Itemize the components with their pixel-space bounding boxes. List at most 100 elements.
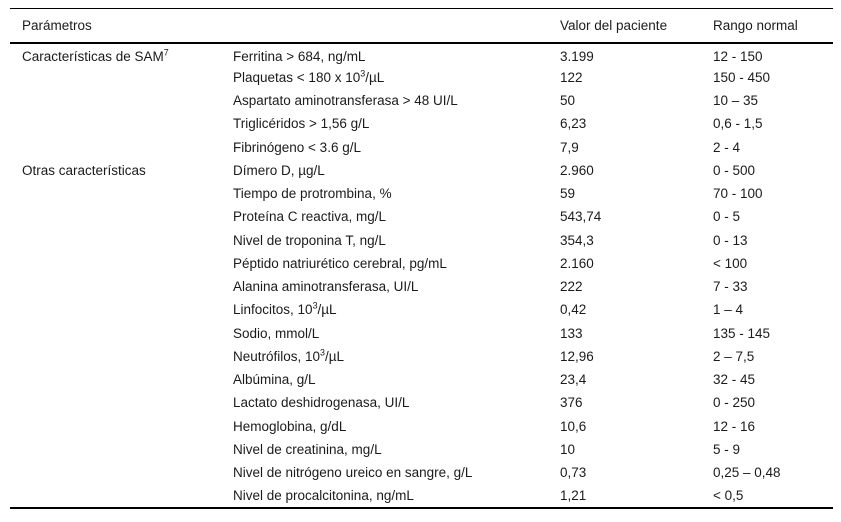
- header-normal-range: Rango normal: [713, 17, 798, 33]
- parameter-cell: Albúmina, g/L: [233, 372, 316, 388]
- patient-value-cell: 2.960: [560, 162, 594, 178]
- table-row: Alanina aminotransferasa, UI/L 222 7 - 3…: [10, 275, 833, 298]
- header-patient-value: Valor del paciente: [560, 17, 668, 33]
- patient-value-cell: 12,96: [560, 348, 594, 364]
- table-row: Triglicéridos > 1,56 g/L 6,23 0,6 - 1,5: [10, 112, 833, 135]
- group-cell: [10, 89, 233, 112]
- header-parameters: Parámetros: [22, 17, 92, 33]
- table-row: Nivel de nitrógeno ureico en sangre, g/L…: [10, 461, 833, 484]
- table-row: Péptido natriurético cerebral, pg/mL 2.1…: [10, 252, 833, 275]
- patient-value-cell: 50: [560, 93, 576, 109]
- group-cell: [10, 438, 233, 461]
- normal-range-cell: 1 – 4: [713, 302, 744, 318]
- group-cell: [10, 112, 233, 135]
- parameter-cell: Lactato deshidrogenasa, UI/L: [233, 395, 410, 411]
- normal-range-cell: 0,6 - 1,5: [713, 116, 763, 132]
- table-row: Aspartato aminotransferasa > 48 UI/L 50 …: [10, 89, 833, 112]
- table-row: Neutrófilos, 103/µL 12,96 2 – 7,5: [10, 345, 833, 368]
- table-row: Tiempo de protrombina, % 59 70 - 100: [10, 182, 833, 205]
- table-row: Sodio, mmol/L 133 135 - 145: [10, 322, 833, 345]
- group-cell: [10, 252, 233, 275]
- parameter-cell: Triglicéridos > 1,56 g/L: [233, 116, 370, 132]
- parameter-cell: Nivel de troponina T, ng/L: [233, 232, 386, 248]
- normal-range-cell: 5 - 9: [713, 441, 741, 457]
- table-row: Lactato deshidrogenasa, UI/L 376 0 - 250: [10, 391, 833, 414]
- table-row: Proteína C reactiva, mg/L 543,74 0 - 5: [10, 205, 833, 228]
- parameter-cell: Fibrinógeno < 3.6 g/L: [233, 139, 361, 155]
- parameter-cell: Alanina aminotransferasa, UI/L: [233, 279, 419, 295]
- group-cell: [10, 368, 233, 391]
- group-cell: [10, 229, 233, 252]
- patient-value-cell: 376: [560, 395, 583, 411]
- patient-value-cell: 7,9: [560, 139, 579, 155]
- normal-range-cell: 0 - 250: [713, 395, 756, 411]
- parameter-cell: Péptido natriurético cerebral, pg/mL: [233, 255, 447, 271]
- patient-value-cell: 222: [560, 279, 583, 295]
- group-cell: Otras características: [22, 162, 146, 178]
- normal-range-cell: 0 - 5: [713, 209, 741, 225]
- patient-value-cell: 10: [560, 441, 576, 457]
- parameter-cell: Nivel de creatinina, mg/L: [233, 441, 382, 457]
- group-cell: [10, 391, 233, 414]
- table-body: Características de SAM7 Ferritina > 684,…: [10, 43, 833, 508]
- patient-value-cell: 2.160: [560, 255, 594, 271]
- group-cell: [10, 136, 233, 159]
- group-cell: [10, 205, 233, 228]
- patient-value-cell: 3.199: [560, 48, 594, 64]
- normal-range-cell: 150 - 450: [713, 69, 771, 85]
- normal-range-cell: 12 - 16: [713, 418, 756, 434]
- patient-value-cell: 6,23: [560, 116, 587, 132]
- parameter-cell: Hemoglobina, g/dL: [233, 418, 347, 434]
- patient-value-cell: 543,74: [560, 209, 602, 225]
- normal-range-cell: 0,25 – 0,48: [713, 465, 781, 481]
- normal-range-cell: 0 - 500: [713, 162, 756, 178]
- parameters-table-container: Parámetros Valor del paciente Rango norm…: [10, 8, 833, 509]
- patient-value-cell: 133: [560, 325, 583, 341]
- normal-range-cell: 7 - 33: [713, 279, 748, 295]
- normal-range-cell: 2 - 4: [713, 139, 741, 155]
- parameter-cell: Proteína C reactiva, mg/L: [233, 209, 387, 225]
- patient-value-cell: 59: [560, 186, 576, 202]
- group-cell: [10, 415, 233, 438]
- header-row: Parámetros Valor del paciente Rango norm…: [10, 9, 833, 43]
- table-row: Hemoglobina, g/dL 10,6 12 - 16: [10, 415, 833, 438]
- parameter-cell: Dímero D, µg/L: [233, 162, 325, 178]
- normal-range-cell: 10 – 35: [713, 93, 759, 109]
- patient-value-cell: 0,42: [560, 302, 587, 318]
- group-cell: [10, 461, 233, 484]
- table-row: Características de SAM7 Ferritina > 684,…: [10, 43, 833, 66]
- parameters-table: Parámetros Valor del paciente Rango norm…: [10, 8, 833, 509]
- parameter-cell: Ferritina > 684, ng/mL: [233, 48, 366, 64]
- parameter-cell: Sodio, mmol/L: [233, 325, 320, 341]
- table-row: Nivel de creatinina, mg/L 10 5 - 9: [10, 438, 833, 461]
- normal-range-cell: 32 - 45: [713, 372, 756, 388]
- table-row: Plaquetas < 180 x 103/µL 122 150 - 450: [10, 66, 833, 89]
- patient-value-cell: 0,73: [560, 465, 587, 481]
- parameter-cell: Linfocitos, 103/µL: [233, 300, 337, 318]
- parameter-cell: Nivel de nitrógeno ureico en sangre, g/L: [233, 465, 473, 481]
- patient-value-cell: 354,3: [560, 232, 594, 248]
- table-row: Nivel de procalcitonina, ng/mL 1,21 < 0,…: [10, 484, 833, 507]
- table-row: Nivel de troponina T, ng/L 354,3 0 - 13: [10, 229, 833, 252]
- parameter-cell: Neutrófilos, 103/µL: [233, 347, 345, 364]
- group-cell: [10, 322, 233, 345]
- normal-range-cell: 135 - 145: [713, 325, 771, 341]
- normal-range-cell: 0 - 13: [713, 232, 748, 248]
- group-cell: [10, 298, 233, 321]
- normal-range-cell: < 0,5: [713, 487, 744, 503]
- normal-range-cell: 12 - 150: [713, 48, 763, 64]
- table-row: Albúmina, g/L 23,4 32 - 45: [10, 368, 833, 391]
- normal-range-cell: 70 - 100: [713, 186, 763, 202]
- patient-value-cell: 10,6: [560, 418, 587, 434]
- group-cell: Características de SAM7: [22, 47, 169, 64]
- group-cell: [10, 275, 233, 298]
- parameter-cell: Aspartato aminotransferasa > 48 UI/L: [233, 93, 458, 109]
- group-cell: [10, 484, 233, 507]
- normal-range-cell: < 100: [713, 255, 748, 271]
- normal-range-cell: 2 – 7,5: [713, 348, 755, 364]
- parameter-cell: Nivel de procalcitonina, ng/mL: [233, 487, 414, 503]
- parameter-cell: Plaquetas < 180 x 103/µL: [233, 68, 385, 85]
- table-row: Linfocitos, 103/µL 0,42 1 – 4: [10, 298, 833, 321]
- group-cell: [10, 182, 233, 205]
- header-parameter-detail: [233, 9, 560, 43]
